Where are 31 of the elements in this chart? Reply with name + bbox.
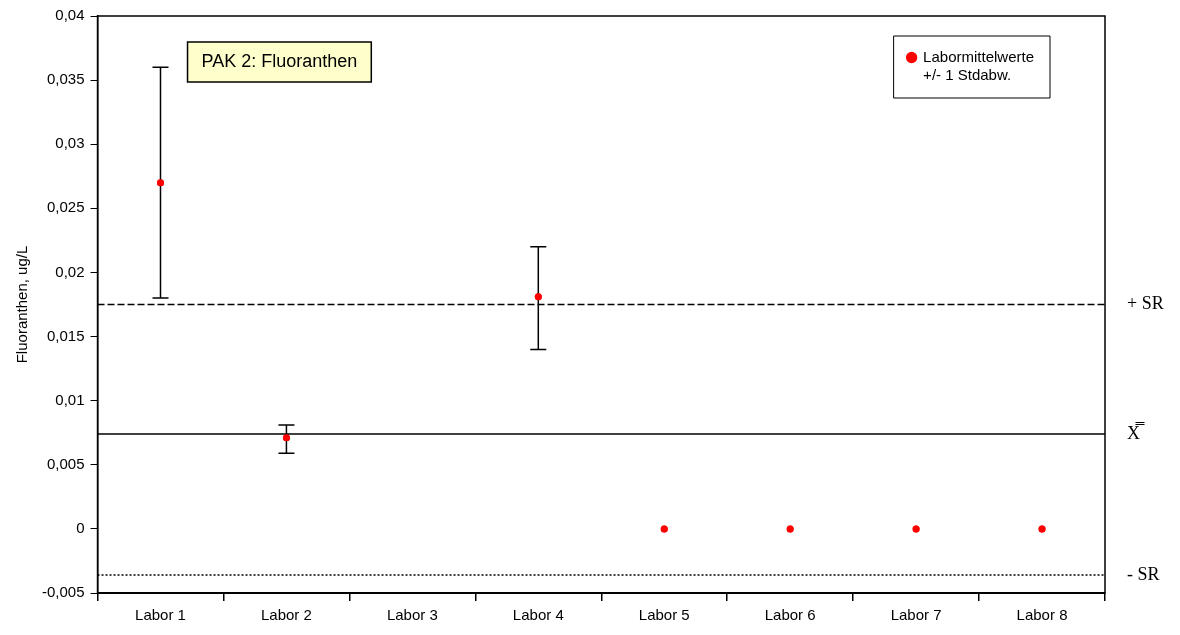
point [1038,525,1046,533]
x-tick-label: Labor 4 [512,606,564,624]
x-tick-label: Labor 6 [764,606,816,624]
y-axis-title: Fluoranthen, ug/L [13,245,31,364]
ref-line-label: X̿ [1127,421,1145,443]
y-tick-label: 0,025 [46,198,85,216]
y-tick-label: 0,02 [55,262,85,280]
point [157,179,164,187]
x-tick-label: Labor 2 [260,606,312,624]
point [786,525,794,533]
legend-label: Labormittelwerte +/- 1 Stdabw. [923,47,1035,83]
x-tick-label: Labor 8 [1016,606,1068,624]
y-tick-label: 0,01 [55,390,85,408]
ref-line-label: + SR [1127,293,1164,314]
x-tick-label: Labor 1 [135,606,186,624]
x-tick-label: Labor 5 [638,606,690,624]
y-tick-label: 0 [76,519,85,537]
point [534,293,542,301]
y-tick-label: 0,04 [55,6,85,24]
text: PAK 2: Fluoranthen [201,50,358,71]
y-tick-label: 0,035 [46,70,85,88]
y-tick-label: 0,005 [46,454,85,472]
y-tick-label: -0,005 [41,583,85,601]
x-tick-label: Labor 7 [890,606,942,624]
point [912,525,920,533]
ref-line-label: - SR [1127,563,1160,584]
y-tick-label: 0,03 [55,134,85,152]
x-tick-label: Labor 3 [386,606,438,624]
point [660,525,668,533]
point [282,434,290,442]
y-tick-label: 0,015 [46,326,85,344]
